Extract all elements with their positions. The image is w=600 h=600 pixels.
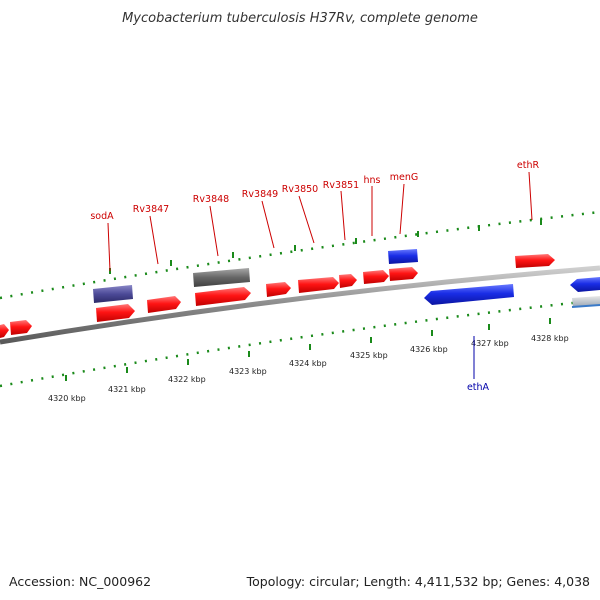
- gene-label-menG: menG: [390, 172, 418, 183]
- feature-track-outer: [93, 249, 418, 303]
- scale-label: 4328 kbp: [531, 334, 569, 343]
- gene-arrow: [266, 282, 291, 297]
- gene-arrow: [96, 304, 135, 322]
- gene-arrow: [298, 277, 339, 293]
- gene-label-Rv3848: Rv3848: [193, 194, 229, 205]
- accession-text: Accession: NC_000962: [9, 574, 151, 589]
- gene-label-Rv3850: Rv3850: [282, 184, 318, 195]
- Rv3848-feature: [193, 268, 250, 287]
- gene-feature: [572, 296, 600, 307]
- gene-leader-lines: [107, 171, 533, 379]
- gene-arrow: [424, 284, 514, 305]
- gene-arrow: [0, 324, 9, 338]
- gene-arrow: [389, 267, 418, 281]
- scale-label: 4322 kbp: [168, 375, 206, 384]
- scale-label: 4325 kbp: [350, 351, 388, 360]
- scale-label: 4323 kbp: [229, 367, 267, 376]
- map-title: Mycobacterium tuberculosis H37Rv, comple…: [122, 11, 478, 26]
- scale-label: 4320 kbp: [48, 394, 86, 403]
- sodA-feature: [93, 285, 133, 303]
- scale-label: 4321 kbp: [108, 385, 146, 394]
- gene-feature-stripe: [571, 304, 600, 308]
- gene-label-Rv3851: Rv3851: [323, 180, 359, 191]
- menG-feature: [388, 249, 418, 264]
- scale-label: 4324 kbp: [289, 359, 327, 368]
- gene-label-ethR: ethR: [517, 160, 540, 171]
- lower-tick-track: [0, 298, 600, 388]
- scale-label: 4326 kbp: [410, 345, 448, 354]
- genome-summary-text: Topology: circular; Length: 4,411,532 bp…: [246, 574, 590, 589]
- gene-arrow: [147, 296, 181, 313]
- scale-label: 4327 kbp: [471, 339, 509, 348]
- gene-label-sodA: sodA: [90, 211, 114, 222]
- gene-arrow: [10, 320, 32, 335]
- gene-arrow: [515, 254, 555, 268]
- scale-labels: 4320 kbp 4321 kbp 4322 kbp 4323 kbp 4324…: [48, 334, 569, 403]
- gene-arrow: [570, 277, 600, 292]
- reverse-strand-genes: [424, 277, 600, 308]
- forward-strand-genes: [0, 254, 555, 338]
- gene-labels: sodA Rv3847 Rv3848 Rv3849 Rv3850 Rv3851 …: [90, 160, 539, 393]
- gene-label-Rv3849: Rv3849: [242, 189, 278, 200]
- genome-backbone: [0, 265, 600, 345]
- gene-label-Rv3847: Rv3847: [133, 204, 169, 215]
- gene-label-ethA: ethA: [467, 382, 490, 393]
- gene-label-hns: hns: [364, 175, 381, 186]
- gene-arrow: [339, 274, 357, 288]
- gene-arrow: [363, 270, 389, 284]
- gene-arrow: [195, 287, 251, 306]
